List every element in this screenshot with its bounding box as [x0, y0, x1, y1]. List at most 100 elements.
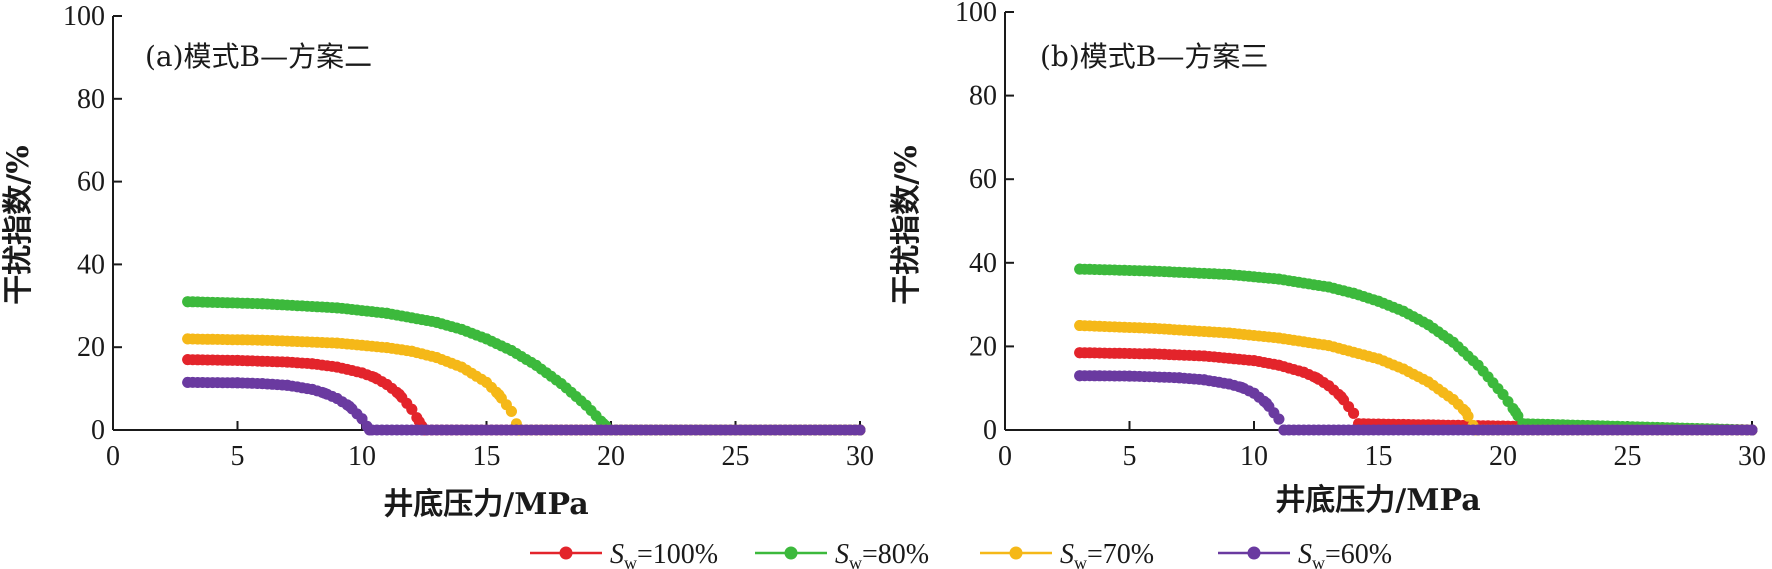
data-point — [331, 302, 343, 314]
data-point — [1472, 359, 1484, 371]
data-point — [505, 405, 517, 417]
x-tick-label: 0 — [998, 441, 1012, 472]
data-point — [456, 323, 468, 335]
data-point — [1447, 394, 1459, 405]
y-tick-label: 100 — [63, 1, 105, 32]
y-axis-label: 干扰指数/% — [889, 145, 924, 304]
data-point — [393, 388, 405, 400]
series-Sw=100% — [1074, 347, 1758, 436]
data-point — [356, 367, 368, 379]
data-point — [1397, 363, 1409, 375]
data-point — [1148, 265, 1160, 277]
data-point — [381, 379, 393, 390]
series-Sw=60% — [182, 376, 866, 436]
data-point — [381, 342, 393, 354]
x-tick-label: 10 — [1240, 441, 1268, 472]
data-point — [256, 334, 268, 346]
data-point — [1273, 332, 1285, 344]
data-point — [182, 354, 194, 366]
data-point — [1074, 263, 1086, 275]
data-point — [368, 371, 380, 383]
data-point — [1273, 273, 1285, 285]
legend-item: Sw=100% — [530, 539, 718, 569]
data-point — [1422, 319, 1434, 331]
y-tick-label: 40 — [969, 248, 997, 279]
data-point — [1323, 281, 1335, 293]
data-point — [406, 345, 418, 357]
data-point — [1348, 287, 1360, 299]
data-point — [456, 361, 468, 373]
data-point — [1273, 359, 1285, 371]
legend-marker — [784, 546, 798, 560]
data-point — [1148, 322, 1160, 334]
y-tick-label: 60 — [77, 167, 105, 198]
data-point — [1373, 353, 1384, 365]
data-point — [854, 424, 866, 436]
y-tick-label: 60 — [969, 164, 997, 195]
data-point — [306, 383, 318, 395]
data-point — [1323, 340, 1335, 352]
data-point — [1074, 370, 1086, 382]
data-point — [232, 354, 243, 366]
data-point — [319, 387, 331, 399]
legend: Sw=100% Sw=80% Sw=70% Sw=60% — [530, 539, 1392, 569]
data-point — [1236, 381, 1247, 393]
x-tick-label: 0 — [106, 441, 120, 472]
data-point — [481, 376, 492, 388]
panel-title: (b)模式B—方案三 — [1040, 40, 1268, 73]
y-axis-label: 干扰指数/% — [1, 145, 36, 304]
data-point — [493, 389, 505, 401]
series-Sw=60% — [1074, 370, 1758, 436]
data-point — [406, 403, 418, 415]
data-point — [1746, 424, 1758, 436]
data-point — [256, 298, 268, 310]
legend-marker — [559, 546, 573, 560]
data-point — [1323, 380, 1335, 392]
y-tick-label: 0 — [91, 415, 105, 446]
x-tick-label: 10 — [348, 441, 376, 472]
data-point — [364, 424, 375, 436]
data-point — [344, 400, 355, 412]
data-point — [580, 399, 592, 411]
data-point — [281, 379, 293, 391]
data-point — [1348, 407, 1360, 419]
data-point — [1223, 378, 1235, 390]
legend-item: Sw=60% — [1218, 539, 1392, 569]
data-point — [505, 345, 517, 356]
x-tick-label: 20 — [597, 441, 625, 472]
x-tick-label: 25 — [1614, 441, 1642, 472]
x-axis-label: 井底压力/MPa — [1275, 483, 1480, 518]
data-point — [1397, 305, 1409, 317]
data-point — [1335, 391, 1347, 403]
data-point — [1422, 376, 1434, 388]
x-tick-label: 20 — [1489, 441, 1517, 472]
x-axis-label: 井底压力/MPa — [383, 487, 588, 522]
legend-label: Sw=70% — [1060, 539, 1154, 569]
data-point — [1074, 347, 1086, 359]
legend-label: Sw=80% — [835, 539, 929, 569]
x-tick-label: 5 — [231, 441, 245, 472]
y-tick-label: 80 — [969, 81, 997, 112]
legend-item: Sw=70% — [980, 539, 1154, 569]
legend-item: Sw=80% — [755, 539, 929, 569]
x-tick-label: 15 — [1365, 441, 1393, 472]
data-point — [356, 413, 368, 425]
data-point — [381, 307, 393, 319]
panel-title: (a)模式B—方案二 — [145, 40, 372, 73]
data-point — [182, 333, 194, 345]
data-point — [431, 352, 443, 364]
legend-marker — [1247, 546, 1261, 560]
chart-panel-1: 0 20 40 60 80 100 0 5 10 15 20 25 30 (a)模式B—方案二井底压力/M… — [1, 1, 874, 522]
x-tick-label: 5 — [1123, 441, 1137, 472]
data-point — [413, 416, 425, 428]
data-point — [1198, 350, 1210, 362]
data-point — [1497, 389, 1509, 400]
y-tick-label: 100 — [955, 0, 997, 28]
data-point — [182, 296, 194, 308]
legend-label: Sw=60% — [1298, 539, 1392, 569]
data-point — [1273, 413, 1285, 425]
data-point — [1074, 320, 1086, 331]
data-point — [1248, 355, 1260, 367]
data-point — [1148, 348, 1160, 360]
data-point — [331, 337, 343, 349]
